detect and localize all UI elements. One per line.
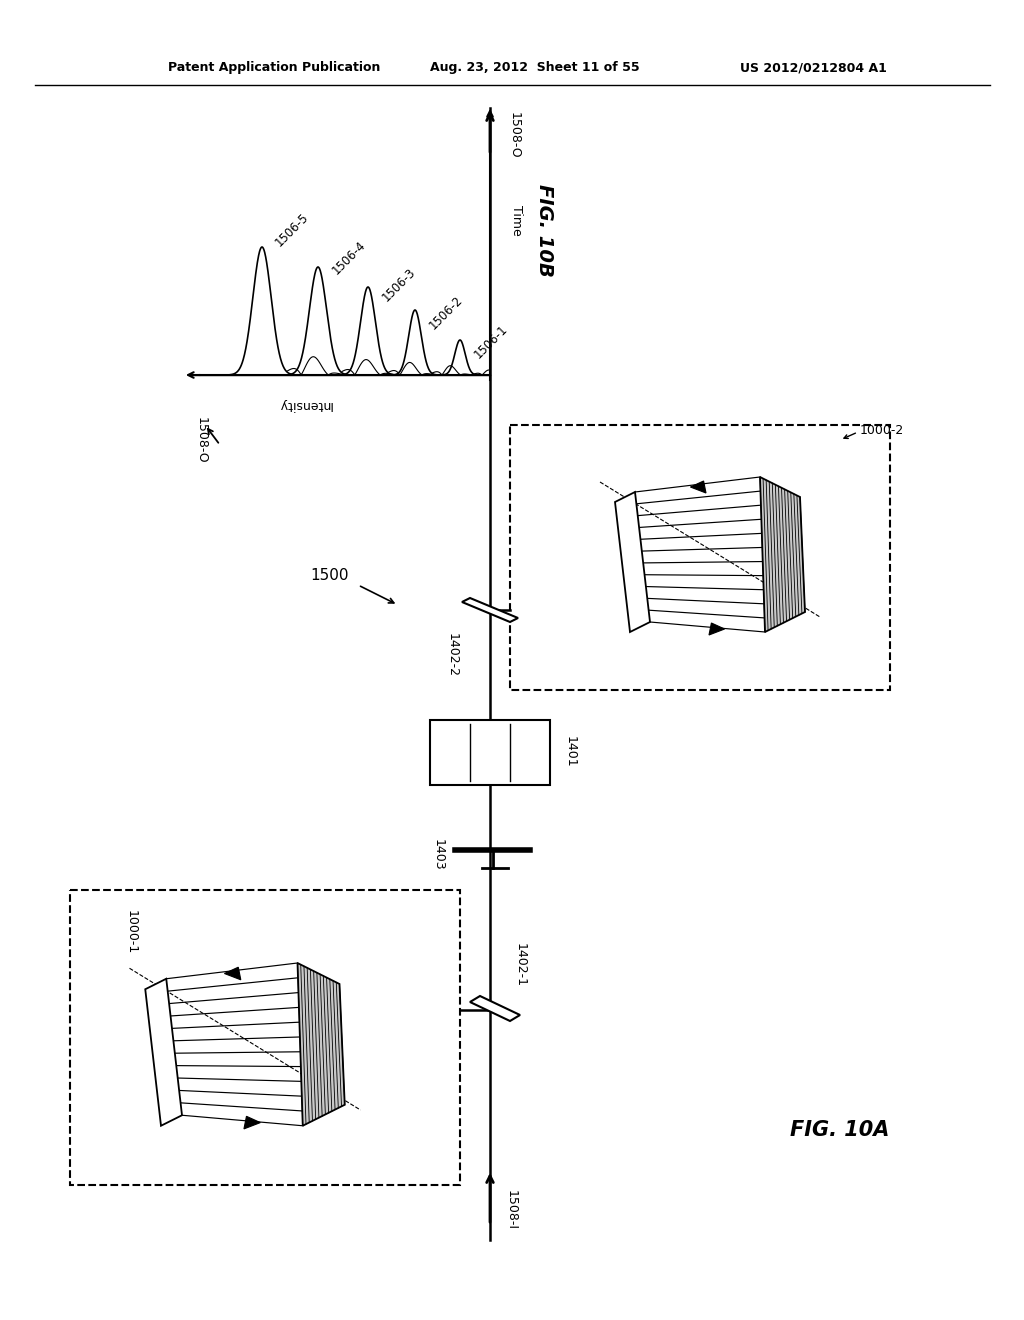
- Text: 1508-O: 1508-O: [508, 112, 521, 158]
- Text: FIG. 10B: FIG. 10B: [535, 183, 554, 276]
- Polygon shape: [145, 978, 182, 1126]
- Text: 1401: 1401: [563, 737, 577, 768]
- Text: 1506-3: 1506-3: [380, 265, 419, 305]
- Polygon shape: [690, 480, 706, 492]
- Bar: [430, 719, 550, 785]
- Text: 1506-2: 1506-2: [427, 293, 466, 333]
- Polygon shape: [709, 623, 725, 635]
- Bar: [510, 425, 890, 690]
- Text: Patent Application Publication: Patent Application Publication: [168, 62, 380, 74]
- Text: Intensity: Intensity: [278, 399, 332, 411]
- Text: 1508-I: 1508-I: [505, 1191, 518, 1230]
- Polygon shape: [244, 1117, 260, 1129]
- Text: Time: Time: [510, 205, 523, 235]
- Text: 1506-4: 1506-4: [330, 239, 369, 277]
- Text: 1500: 1500: [310, 568, 349, 582]
- Text: 1000-2: 1000-2: [860, 424, 904, 437]
- Polygon shape: [462, 598, 518, 622]
- Text: 1508-O: 1508-O: [195, 417, 208, 463]
- Polygon shape: [470, 997, 520, 1020]
- Polygon shape: [760, 477, 805, 632]
- Polygon shape: [615, 492, 650, 632]
- Text: 1402-1: 1402-1: [513, 942, 526, 987]
- Text: 1506-5: 1506-5: [273, 211, 311, 249]
- Polygon shape: [224, 968, 241, 979]
- Text: US 2012/0212804 A1: US 2012/0212804 A1: [740, 62, 887, 74]
- Text: 1506-1: 1506-1: [472, 322, 511, 362]
- Text: 1402-2: 1402-2: [445, 634, 459, 677]
- Text: FIG. 10A: FIG. 10A: [790, 1119, 890, 1140]
- Text: Aug. 23, 2012  Sheet 11 of 55: Aug. 23, 2012 Sheet 11 of 55: [430, 62, 640, 74]
- Text: 1403: 1403: [431, 840, 444, 871]
- Text: 1000-1: 1000-1: [125, 909, 138, 954]
- Polygon shape: [298, 964, 345, 1126]
- Bar: [70, 890, 460, 1185]
